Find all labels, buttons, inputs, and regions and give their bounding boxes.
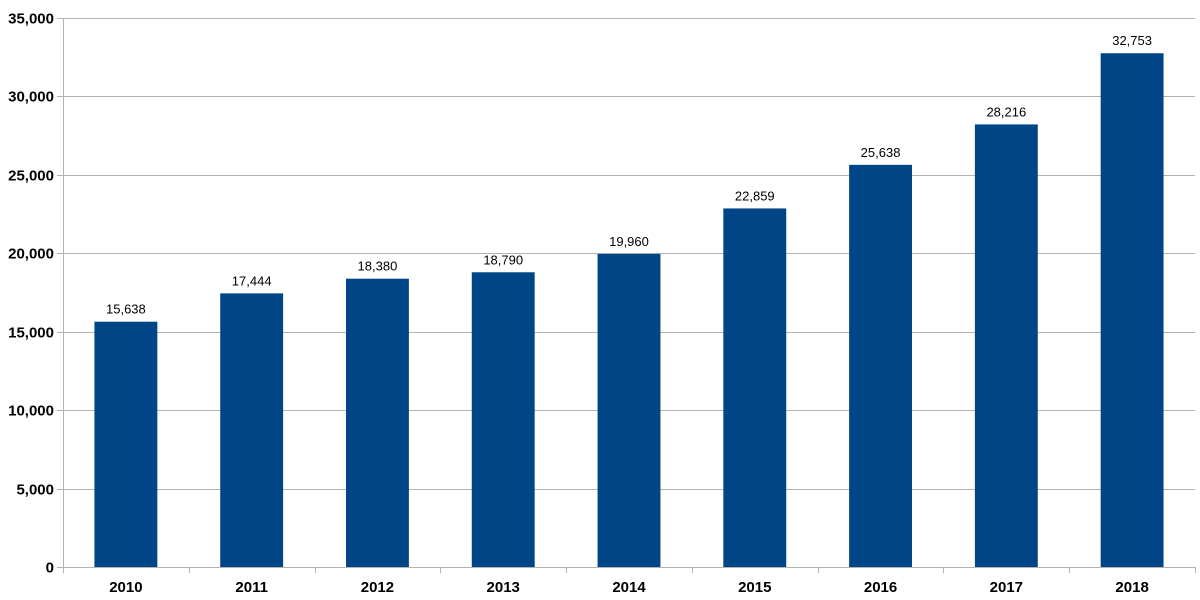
bar-2013: [471, 272, 535, 567]
y-tick-label: 20,000: [8, 246, 54, 263]
x-tick-label: 2014: [612, 579, 646, 596]
bar-2016: [849, 164, 912, 567]
x-tick-label: 2015: [738, 579, 771, 596]
data-label: 18,380: [358, 259, 398, 274]
data-label: 28,216: [986, 104, 1026, 119]
bar-2010: [94, 321, 158, 567]
x-tick-label: 2013: [487, 579, 520, 596]
data-label: 19,960: [609, 234, 649, 249]
bar-2017: [974, 124, 1038, 567]
labels: 0 5,000 10,000 15,000 20,000 25,000 30,000 35,0…: [8, 11, 1152, 597]
x-tick-label: 2012: [361, 579, 394, 596]
bar-2018: [1100, 53, 1164, 568]
data-label: 25,638: [861, 145, 901, 160]
x-tick-label: 2016: [864, 579, 897, 596]
y-tick-label: 35,000: [8, 11, 54, 28]
x-tick-label: 2017: [990, 579, 1023, 596]
y-tick-label: 5,000: [16, 482, 54, 499]
bar-2014: [597, 253, 661, 567]
x-tick-label: 2011: [235, 579, 268, 596]
x-tick-label: 2010: [109, 579, 142, 596]
bar-2011: [220, 293, 284, 567]
bar-2015: [723, 208, 787, 568]
bar-2012: [346, 278, 409, 567]
y-tick-label: 0: [46, 560, 54, 577]
data-label: 18,790: [483, 252, 523, 267]
data-label: 17,444: [232, 273, 272, 288]
y-tick-label: 25,000: [8, 168, 54, 185]
y-tick-label: 15,000: [8, 325, 54, 342]
axes: [57, 18, 1196, 573]
data-label: 15,638: [106, 302, 146, 317]
data-label: 22,859: [735, 188, 775, 203]
data-label: 32,753: [1112, 33, 1152, 48]
x-tick-label: 2018: [1115, 579, 1148, 596]
y-tick-label: 10,000: [8, 403, 54, 420]
bars: [94, 53, 1164, 568]
y-tick-label: 30,000: [8, 89, 54, 106]
